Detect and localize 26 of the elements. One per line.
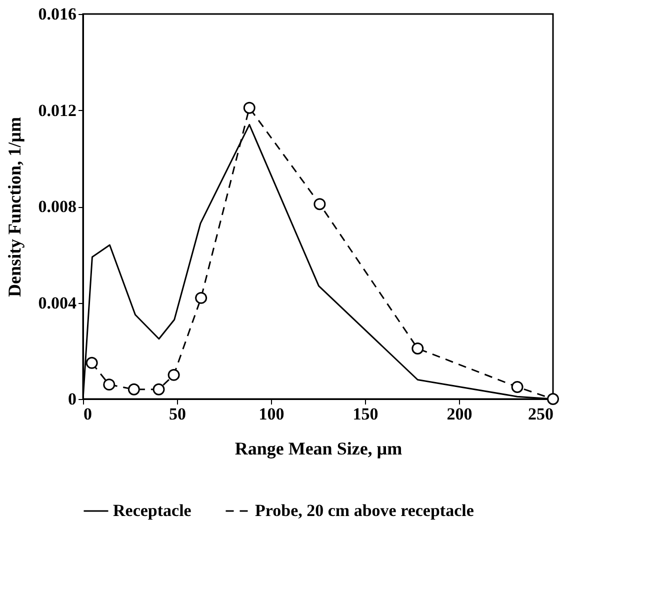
- y-tick-label: 0: [68, 390, 76, 408]
- x-axis-title: Range Mean Size, µm: [234, 438, 402, 458]
- point: [511, 380, 524, 393]
- x-tick-label: 200: [446, 404, 472, 424]
- x-tick-label: 50: [169, 404, 186, 424]
- point: [547, 393, 559, 405]
- x-tick-label: 0: [84, 404, 92, 424]
- point: [152, 383, 165, 396]
- point: [314, 198, 326, 210]
- point: [103, 378, 116, 391]
- y-axis-title: Density Function, 1/µm: [4, 117, 24, 297]
- point: [86, 356, 98, 369]
- point: [195, 292, 208, 304]
- y-tick-label: 0.012: [38, 100, 76, 120]
- point: [412, 342, 424, 354]
- point: [168, 368, 180, 381]
- y-tick-label: 0.004: [38, 293, 77, 312]
- x-tick-label: 150: [352, 404, 378, 424]
- point: [128, 383, 140, 396]
- legend-label: Probe, 20 cm above receptacle: [255, 501, 474, 520]
- y-tick-label: 0.008: [38, 197, 76, 216]
- legend-label: Receptacle: [113, 501, 192, 520]
- point: [243, 102, 256, 114]
- x-tick-label: 250: [528, 404, 554, 424]
- y-tick-label: 0.016: [38, 4, 76, 24]
- x-tick-label: 100: [258, 404, 284, 424]
